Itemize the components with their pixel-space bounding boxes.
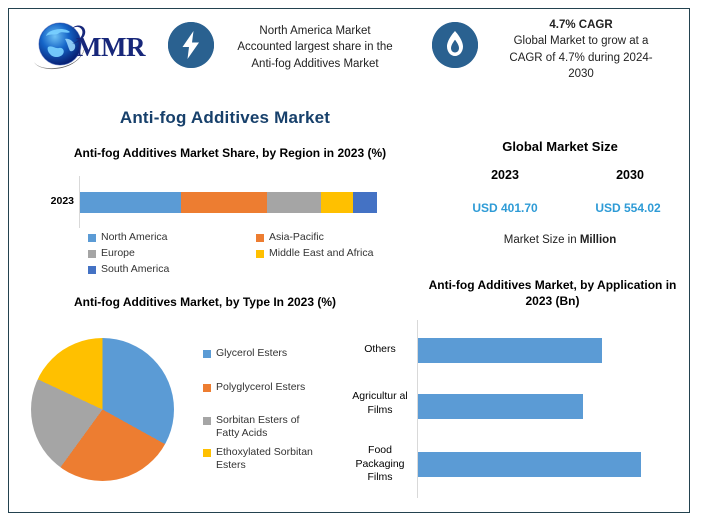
legend-item-polyglycerol-esters: Polyglycerol Esters	[203, 381, 343, 394]
stack-segment-europe	[267, 192, 321, 213]
legend-swatch-ethoxylated-sorbitan-esters	[203, 449, 211, 457]
legend-item-north-america: North America	[88, 231, 238, 244]
legend-label-north-america: North America	[101, 231, 168, 243]
legend-label-south-america: South America	[101, 263, 170, 275]
gms-year-2030: 2030	[616, 168, 644, 182]
logo-text: MMR	[76, 32, 145, 62]
legend-swatch-middle-east-africa	[256, 250, 264, 258]
legend-swatch-asia-pacific	[256, 234, 264, 242]
stack-segment-middle-east-africa	[320, 192, 354, 213]
legend-swatch-south-america	[88, 266, 96, 274]
application-label-agricultural-films: Agricultur al Films	[352, 390, 408, 416]
application-bar-others	[418, 338, 602, 363]
legend-swatch-europe	[88, 250, 96, 258]
legend-label-middle-east-africa: Middle East and Africa	[269, 247, 374, 259]
gms-unit-note: Market Size in Million	[425, 234, 695, 246]
flame-droplet-icon	[432, 22, 478, 68]
badge1-line1: North America Market	[259, 25, 371, 37]
region-stacked-bar	[80, 192, 377, 213]
legend-label-europe: Europe	[101, 247, 135, 259]
region-chart-title: Anti-fog Additives Market Share, by Regi…	[73, 146, 387, 160]
legend-label-sorbitan-esters: Sorbitan Esters of Fatty Acids	[216, 414, 300, 440]
stack-segment-north-america	[80, 192, 181, 213]
legend-item-middle-east-africa: Middle East and Africa	[256, 247, 416, 260]
legend-label-polyglycerol-esters: Polyglycerol Esters	[216, 381, 306, 393]
stack-segment-south-america	[353, 192, 377, 213]
type-pie-chart	[31, 338, 174, 481]
legend-label-glycerol-esters: Glycerol Esters	[216, 347, 288, 359]
region-chart-axis	[79, 176, 80, 228]
gms-value-2030: USD 554.02	[595, 201, 661, 215]
legend-item-europe: Europe	[88, 247, 238, 260]
legend-item-south-america: South America	[88, 263, 238, 276]
badge2-line2: CAGR of 4.7% during 2024-	[509, 51, 653, 64]
application-bar-food-packaging-films	[418, 452, 641, 477]
legend-label-asia-pacific: Asia-Pacific	[269, 231, 324, 243]
header-badge-2-text: 4.7% CAGR Global Market to grow at a CAG…	[490, 17, 672, 82]
application-bar-agricultural-films	[418, 394, 583, 419]
legend-swatch-north-america	[88, 234, 96, 242]
mmr-logo[interactable]: MMR	[18, 14, 158, 76]
legend-swatch-polyglycerol-esters	[203, 384, 211, 392]
gms-unit-prefix: Market Size in	[503, 234, 580, 246]
application-chart-axis	[417, 320, 418, 498]
legend-label-ethoxylated-sorbitan-esters: Ethoxylated Sorbitan Esters	[216, 446, 313, 472]
application-label-others: Others	[364, 343, 396, 355]
application-chart-title: Anti-fog Additives Market, by Applicatio…	[428, 278, 677, 308]
gms-value-2023: USD 401.70	[472, 201, 538, 215]
page-title: Anti-fog Additives Market	[119, 108, 331, 127]
badge2-line1: Global Market to grow at a	[513, 35, 649, 48]
badge2-heading: 4.7% CAGR	[549, 19, 613, 31]
legend-swatch-sorbitan-esters	[203, 417, 211, 425]
badge1-line3: Anti-fog Additives Market	[251, 57, 379, 70]
header-badge-1-text: North America Market Accounted largest s…	[222, 23, 408, 72]
logo-swirl-icon	[72, 25, 86, 44]
badge2-line3: 2030	[568, 67, 594, 80]
gms-year-2023: 2023	[491, 168, 519, 182]
legend-item-sorbitan-esters: Sorbitan Esters of Fatty Acids	[203, 414, 325, 441]
legend-item-ethoxylated-sorbitan-esters: Ethoxylated Sorbitan Esters	[203, 446, 333, 473]
type-chart-title: Anti-fog Additives Market, by Type In 20…	[73, 295, 337, 309]
stack-segment-asia-pacific	[180, 192, 268, 213]
legend-item-asia-pacific: Asia-Pacific	[256, 231, 406, 244]
global-market-size-title: Global Market Size	[502, 139, 618, 154]
badge1-line2: Accounted largest share in the	[237, 41, 393, 54]
region-chart-category-label: 2023	[50, 195, 74, 207]
application-label-food-packaging-films: Food Packaging Films	[355, 444, 405, 484]
legend-swatch-glycerol-esters	[203, 350, 211, 358]
legend-item-glycerol-esters: Glycerol Esters	[203, 347, 338, 360]
globe-icon	[32, 20, 94, 72]
gms-unit-bold: Million	[579, 234, 617, 246]
lightning-bolt-icon	[168, 22, 214, 68]
